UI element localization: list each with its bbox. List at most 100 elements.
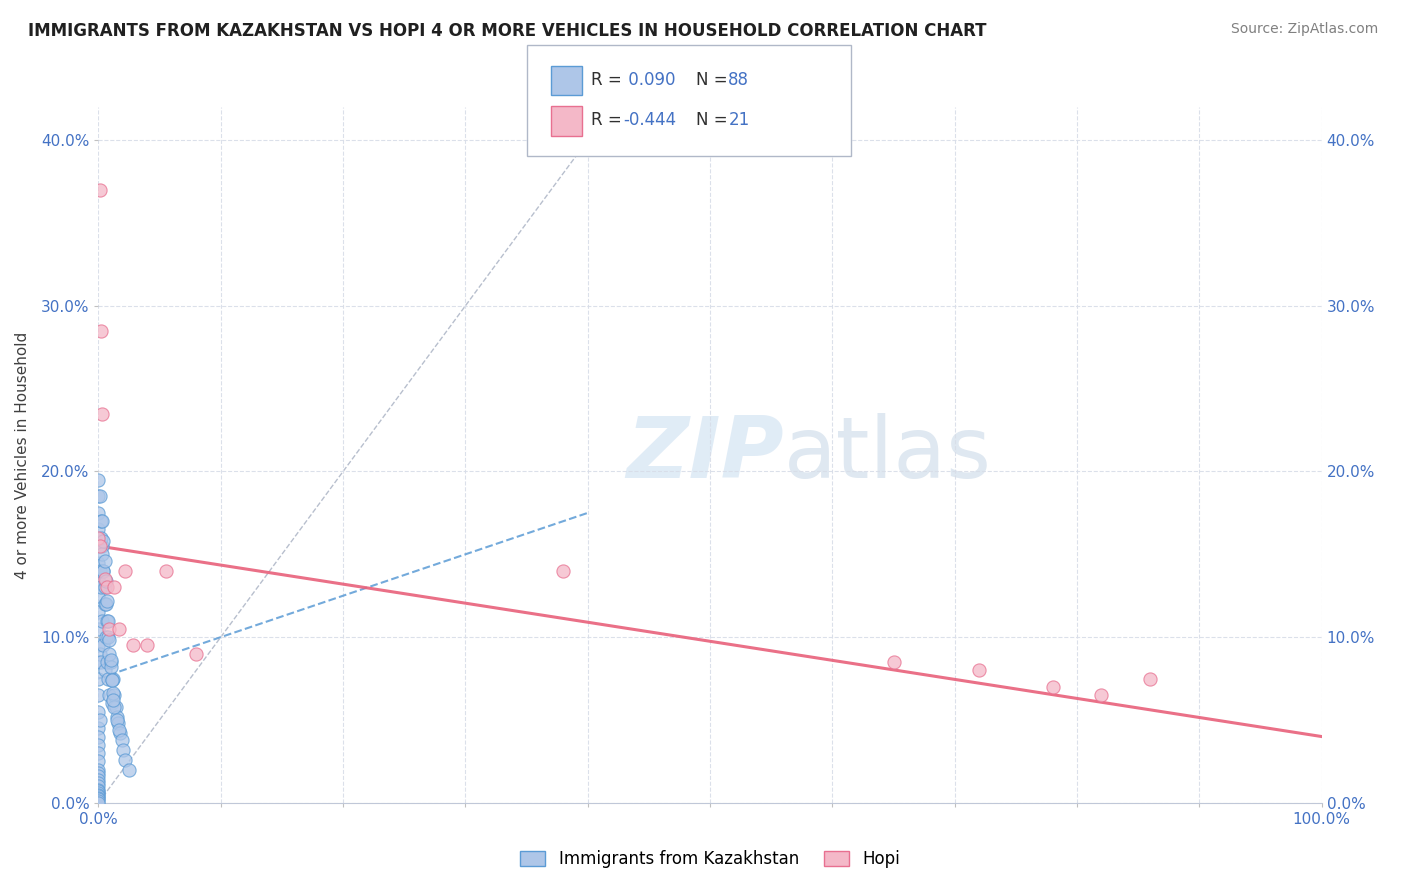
Text: R =: R = (591, 71, 627, 89)
Point (114, 564, 136, 578)
Point (96, 655, 118, 669)
Point (87, 605, 110, 619)
Point (98, 688, 121, 702)
Point (87, 639, 110, 653)
Point (87, 769, 110, 783)
Point (108, 723, 131, 737)
Text: ZIP: ZIP (626, 413, 783, 497)
Point (101, 673, 124, 688)
Point (87, 792, 110, 806)
Point (101, 672, 124, 686)
Point (1042, 680, 1064, 694)
Text: Source: ZipAtlas.com: Source: ZipAtlas.com (1230, 22, 1378, 37)
Point (98, 622, 121, 636)
Point (96, 581, 118, 595)
Point (103, 699, 125, 714)
Point (883, 655, 905, 669)
Point (91, 564, 114, 578)
Point (967, 663, 990, 677)
Point (97, 614, 120, 628)
Point (91, 614, 114, 628)
Point (101, 686, 124, 700)
Point (93, 597, 115, 611)
Text: 0.090: 0.090 (623, 71, 675, 89)
Point (97, 672, 120, 686)
Point (101, 673, 124, 688)
Point (101, 693, 124, 707)
Point (91, 564, 114, 578)
Point (87, 790, 110, 805)
Point (90, 514, 112, 528)
Point (114, 753, 136, 767)
Text: 88: 88 (728, 71, 749, 89)
Point (87, 655, 110, 669)
Point (87, 688, 110, 702)
Text: N =: N = (696, 112, 733, 129)
Point (98, 633, 121, 648)
Point (110, 726, 132, 740)
Point (87, 796, 110, 810)
Point (93, 554, 115, 568)
Point (87, 779, 110, 793)
Point (87, 672, 110, 686)
Point (93, 572, 115, 586)
Point (91, 514, 114, 528)
Point (94, 597, 117, 611)
Point (90, 581, 112, 595)
Point (87, 789, 110, 804)
Point (87, 786, 110, 800)
Point (107, 716, 129, 731)
Point (1090, 688, 1112, 702)
Point (87, 776, 110, 790)
Point (105, 709, 128, 723)
Point (98, 647, 121, 661)
Point (100, 660, 122, 674)
Point (87, 738, 110, 752)
Point (87, 784, 110, 798)
Point (91, 534, 114, 549)
Point (87, 506, 110, 520)
Point (136, 639, 159, 653)
Point (91, 547, 114, 561)
Point (91, 539, 114, 553)
Point (87, 755, 110, 769)
Text: N =: N = (696, 71, 733, 89)
Y-axis label: 4 or more Vehicles in Household: 4 or more Vehicles in Household (15, 331, 30, 579)
Point (89, 539, 111, 553)
Point (87, 523, 110, 537)
Point (89, 183, 111, 197)
Point (90, 324, 112, 338)
Point (104, 699, 127, 714)
Point (108, 622, 131, 636)
Point (89, 564, 111, 578)
Legend: Immigrants from Kazakhstan, Hopi: Immigrants from Kazakhstan, Hopi (513, 843, 907, 874)
Text: atlas: atlas (783, 413, 991, 497)
Point (87, 788, 110, 802)
Point (103, 688, 125, 702)
Point (94, 574, 117, 588)
Point (89, 647, 111, 661)
Point (87, 556, 110, 570)
Text: -0.444: -0.444 (623, 112, 676, 129)
Point (118, 763, 141, 777)
Point (89, 489, 111, 503)
Point (103, 581, 125, 595)
Text: 21: 21 (728, 112, 749, 129)
Point (87, 766, 110, 780)
Point (87, 622, 110, 636)
Point (90, 655, 112, 669)
Point (93, 663, 115, 677)
Point (97, 630, 120, 644)
Point (186, 647, 208, 661)
Point (94, 630, 117, 644)
Point (121, 639, 143, 653)
Point (87, 531, 110, 545)
Point (87, 772, 110, 787)
Point (91, 639, 114, 653)
Point (100, 655, 122, 669)
Point (87, 730, 110, 744)
Point (553, 564, 575, 578)
Point (93, 581, 115, 595)
Point (87, 473, 110, 487)
Point (87, 763, 110, 777)
